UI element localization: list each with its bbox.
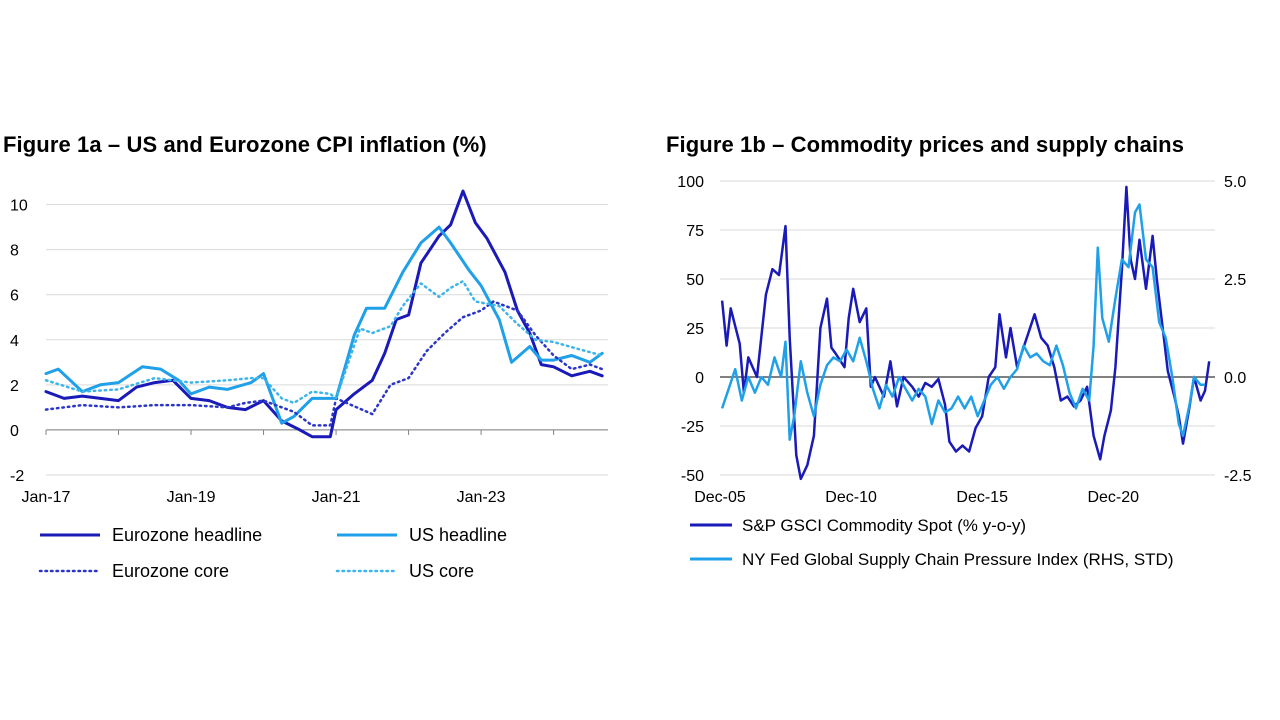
y-right-tick-label: 0.0 [1224,370,1246,387]
figure-1a-chart: -2 0 2 4 6 8 10 Jan-17 Jan-19 Jan-21 Jan-23 Eurozon… [10,189,608,581]
y-left-tick-label: -50 [681,468,704,485]
legend-label: Eurozone core [112,561,229,581]
legend-label: US core [409,561,474,581]
y-tick-label: 0 [10,423,19,440]
y-tick-label: 10 [10,198,28,215]
y-right-tick-label: 5.0 [1224,174,1246,191]
y-left-tick-label: 100 [677,174,704,191]
figure-1a-panel: Figure 1a – US and Eurozone CPI inflatio… [3,132,608,581]
y-tick-label: 2 [10,378,19,395]
legend-label: US headline [409,525,507,545]
x-tick-label: Jan-17 [22,489,71,506]
figure-1b-chart: 100 75 50 25 0 -25 -50 5.0 2.5 0.0 -2.5 Dec-05 Dec-1… [677,174,1252,569]
series-line-eurozone-core [44,300,604,427]
series-line-gsci [720,185,1211,481]
legend-label: NY Fed Global Supply Chain Pressure Inde… [742,550,1173,569]
y-left-tick-label: 75 [686,223,704,240]
figure-1b-panel: Figure 1b – Commodity prices and supply … [640,0,1280,720]
y-left-tick-label: 0 [695,370,704,387]
figure-1b-title: Figure 1b – Commodity prices and supply … [666,132,1185,157]
series-line-us-core [44,279,604,405]
y-right-tick-label: -2.5 [1224,468,1252,485]
legend-label: Eurozone headline [112,525,262,545]
y-tick-label: 6 [10,288,19,305]
y-tick-label: 4 [10,333,19,350]
y-right-tick-label: 2.5 [1224,272,1246,289]
y-left-tick-label: 50 [686,272,704,289]
y-tick-label: 8 [10,243,19,260]
x-tick-label: Jan-21 [312,489,361,506]
y-tick-label: -2 [10,468,24,485]
y-left-tick-label: -25 [681,419,704,436]
x-tick-label: Dec-20 [1087,489,1139,506]
x-tick-label: Dec-15 [956,489,1008,506]
legend-label: S&P GSCI Commodity Spot (% y-o-y) [742,516,1026,535]
x-tick-label: Dec-05 [694,489,746,506]
x-tick-label: Jan-19 [167,489,216,506]
series-line-gscpi [720,203,1205,441]
x-tick-label: Jan-23 [457,489,506,506]
y-left-tick-label: 25 [686,321,704,338]
figure-1a-title: Figure 1a – US and Eurozone CPI inflatio… [3,132,487,157]
x-tick-label: Dec-10 [825,489,877,506]
